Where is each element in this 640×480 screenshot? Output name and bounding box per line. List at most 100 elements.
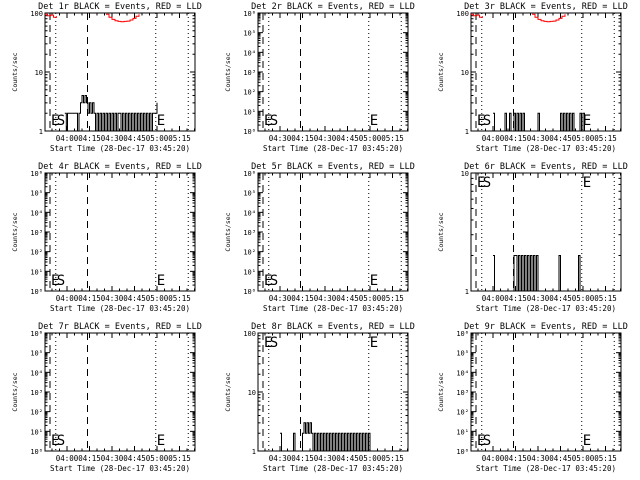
marker-label-e: E	[157, 273, 165, 289]
y-tick-label: 10	[461, 69, 469, 77]
chart-title: Det 5r BLACK = Events, RED = LLD	[251, 162, 415, 172]
y-tick-label: 1	[465, 288, 469, 296]
x-tick-label: 05:00	[359, 294, 382, 303]
x-tick-label: 04:30	[314, 454, 337, 463]
y-tick-label: 100	[30, 10, 43, 18]
x-tick-label: 05:15	[594, 454, 617, 463]
y-tick-label: 10²	[243, 89, 256, 97]
x-tick-label: 05:00	[572, 134, 595, 143]
chart-title: Det 7r BLACK = Events, RED = LLD	[38, 322, 202, 332]
y-tick-label: 10³	[243, 69, 256, 77]
x-tick-label: 04:00	[482, 134, 505, 143]
y-tick-label: 10	[461, 170, 469, 178]
marker-label-e: E	[583, 175, 591, 191]
plot-frame	[470, 172, 622, 292]
y-tick-label: 1	[252, 448, 256, 456]
x-tick-label: 04:00	[56, 134, 79, 143]
marker-label-s: S	[483, 175, 491, 191]
x-tick-label: 04:00	[482, 294, 505, 303]
x-axis-label: Start Time (28-Dec-17 03:45:20)	[476, 304, 616, 313]
y-tick-label: 10¹	[30, 428, 43, 436]
x-tick-label: 05:15	[381, 454, 404, 463]
plot-frame	[470, 332, 622, 452]
x-tick-label: 04:30	[527, 454, 550, 463]
y-axis-label: Counts/sec	[224, 372, 232, 411]
x-tick-label: 04:30	[314, 134, 337, 143]
x-tick-label: 04:30	[269, 134, 292, 143]
x-tick-label: 04:15	[291, 134, 314, 143]
marker-label-s: S	[57, 433, 65, 449]
marker-label-e: E	[583, 113, 591, 129]
events-series-line	[493, 112, 585, 132]
y-tick-label: 10⁵	[30, 350, 43, 358]
chart-title: Det 8r BLACK = Events, RED = LLD	[251, 322, 415, 332]
x-tick-label: 04:45	[336, 454, 359, 463]
marker-label-e: E	[583, 433, 591, 449]
x-tick-label: 04:30	[527, 134, 550, 143]
marker-label-e: E	[264, 273, 272, 289]
y-tick-label: 10²	[456, 409, 469, 417]
marker-label-e: E	[370, 113, 378, 129]
plot-frame	[257, 12, 409, 132]
x-tick-label: 05:15	[594, 294, 617, 303]
marker-label-e: E	[370, 273, 378, 289]
chart-title: Det 9r BLACK = Events, RED = LLD	[464, 322, 628, 332]
y-tick-label: 100	[243, 330, 256, 338]
marker-label-e: E	[51, 433, 59, 449]
y-tick-label: 10⁶	[30, 330, 43, 338]
x-tick-label: 04:30	[101, 134, 124, 143]
y-tick-label: 10⁴	[243, 49, 256, 57]
y-tick-label: 100	[456, 10, 469, 18]
y-tick-label: 10⁰	[243, 128, 256, 136]
plot-frame	[44, 332, 196, 452]
x-tick-label: 05:15	[594, 134, 617, 143]
marker-label-s: S	[483, 433, 491, 449]
marker-label-e: E	[370, 335, 378, 351]
x-tick-label: 05:00	[146, 454, 169, 463]
y-tick-label: 10³	[243, 229, 256, 237]
x-tick-label: 04:00	[56, 454, 79, 463]
lld-series-line	[471, 13, 483, 18]
y-tick-label: 10⁰	[30, 448, 43, 456]
x-axis-label: Start Time (28-Dec-17 03:45:20)	[50, 144, 190, 153]
x-tick-label: 04:00	[56, 294, 79, 303]
y-axis-label: Counts/sec	[11, 52, 19, 91]
marker-label-e: E	[477, 113, 485, 129]
chart-title: Det 2r BLACK = Events, RED = LLD	[251, 2, 415, 12]
x-tick-label: 04:45	[336, 294, 359, 303]
x-tick-label: 04:00	[482, 454, 505, 463]
y-tick-label: 10¹	[243, 108, 256, 116]
x-tick-label: 04:45	[123, 134, 146, 143]
x-axis-label: Start Time (28-Dec-17 03:45:20)	[50, 304, 190, 313]
x-tick-label: 04:45	[549, 454, 572, 463]
marker-label-e: E	[157, 433, 165, 449]
lld-series-line	[45, 13, 57, 18]
chart-title: Det 1r BLACK = Events, RED = LLD	[38, 2, 202, 12]
x-tick-label: 05:15	[168, 294, 191, 303]
marker-label-s: S	[270, 335, 278, 351]
x-axis-label: Start Time (28-Dec-17 03:45:20)	[476, 464, 616, 473]
x-tick-label: 04:15	[504, 454, 527, 463]
y-tick-label: 10	[248, 389, 256, 397]
x-axis-label: Start Time (28-Dec-17 03:45:20)	[476, 144, 616, 153]
y-tick-label: 10⁰	[456, 448, 469, 456]
x-tick-label: 05:00	[359, 134, 382, 143]
x-tick-label: 04:15	[78, 134, 101, 143]
y-tick-label: 10²	[243, 249, 256, 257]
x-tick-label: 04:30	[269, 454, 292, 463]
marker-label-e: E	[157, 113, 165, 129]
x-tick-label: 05:00	[572, 454, 595, 463]
y-axis-label: Counts/sec	[437, 212, 445, 251]
x-tick-label: 05:15	[381, 294, 404, 303]
x-tick-label: 04:15	[78, 294, 101, 303]
x-tick-label: 05:00	[146, 294, 169, 303]
lld-series-line	[532, 13, 566, 23]
x-tick-label: 04:45	[549, 134, 572, 143]
y-axis-label: Counts/sec	[11, 372, 19, 411]
